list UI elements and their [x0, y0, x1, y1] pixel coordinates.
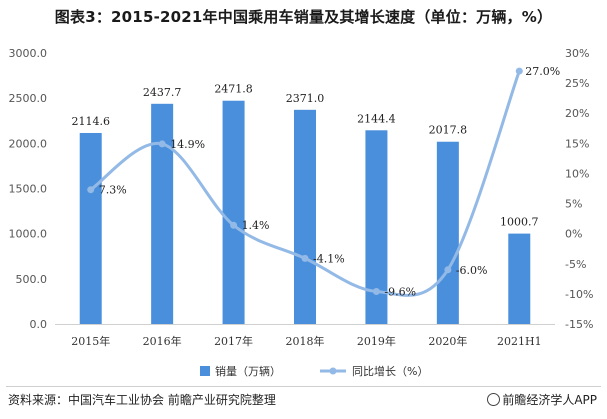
- bar-3: [294, 109, 316, 324]
- data-labels: 2114.6 2437.7 2471.8 2371.0 2144.4 2017.8 1000…: [71, 65, 560, 298]
- category-label-1: 2016年: [143, 334, 182, 348]
- brand-logo-icon: [487, 393, 501, 406]
- bar-2: [222, 100, 245, 324]
- bar-value-label-4: 2144.4: [357, 112, 396, 125]
- category-label-0: 2015年: [71, 334, 110, 348]
- right-tick-label-7: 20%: [565, 107, 589, 120]
- right-tick-label-1: -10%: [565, 288, 593, 301]
- growth-value-label-5: -6.0%: [456, 264, 488, 277]
- brand-credit: 前瞻经济学人APP: [487, 391, 597, 408]
- category-label-4: 2019年: [357, 334, 396, 348]
- footer-divider: [6, 386, 601, 387]
- right-tick-label-6: 15%: [565, 137, 589, 150]
- right-tick-label-3: 0%: [565, 228, 582, 241]
- bar-6: [508, 233, 531, 324]
- growth-point-3: [301, 254, 309, 262]
- bar-value-label-6: 1000.7: [500, 216, 539, 229]
- left-tick-label-2: 1000.0: [9, 228, 48, 241]
- axes: 0.0 500.0 1000.0 1500.0 2000.0 2500.0 3000.0 -1…: [9, 47, 594, 348]
- growth-point-4: [372, 287, 380, 295]
- growth-value-label-2: 1.4%: [242, 219, 270, 232]
- right-tick-label-4: 5%: [565, 198, 582, 211]
- growth-point-2: [230, 221, 238, 229]
- right-tick-label-8: 25%: [565, 77, 589, 90]
- category-label-6: 2021H1: [497, 335, 542, 348]
- legend-line-marker: [329, 367, 337, 375]
- growth-value-label-0: 7.3%: [99, 184, 127, 197]
- left-tick-label-5: 2500.0: [9, 92, 48, 105]
- bar-value-label-2: 2471.8: [214, 83, 253, 96]
- growth-point-5: [444, 266, 452, 274]
- left-tick-label-3: 1500.0: [9, 183, 48, 196]
- legend-line-label: 同比增长（%）: [352, 364, 428, 378]
- growth-value-label-3: -4.1%: [313, 252, 345, 265]
- source-note: 资料来源：中国汽车工业协会 前瞻产业研究院整理: [8, 393, 276, 407]
- growth-point-1: [158, 140, 166, 148]
- growth-value-label-1: 14.9%: [170, 138, 205, 151]
- category-label-5: 2020年: [428, 334, 467, 348]
- growth-point-6: [515, 67, 523, 75]
- right-tick-label-2: -5%: [565, 258, 586, 271]
- brand-name: 前瞻经济学人APP: [502, 393, 597, 407]
- left-tick-label-6: 3000.0: [9, 47, 48, 60]
- bar-4: [365, 130, 388, 324]
- sales-growth-chart: 0.0 500.0 1000.0 1500.0 2000.0 2500.0 3000.0 -1…: [9, 47, 594, 378]
- growth-value-label-4: -9.6%: [384, 285, 416, 298]
- legend-bar-label: 销量（万辆）: [215, 364, 281, 378]
- legend-bar-swatch: [200, 366, 210, 376]
- bar-value-label-1: 2437.7: [143, 86, 182, 99]
- bar-1: [151, 103, 174, 324]
- bar-0: [79, 132, 102, 324]
- left-tick-label-1: 500.0: [16, 273, 48, 286]
- growth-point-0: [87, 186, 95, 194]
- right-tick-label-5: 10%: [565, 167, 589, 180]
- bar-value-label-5: 2017.8: [429, 124, 468, 137]
- chart-title: 图表3：2015-2021年中国乘用车销量及其增长速度（单位：万辆，%）: [54, 8, 553, 26]
- right-tick-label-0: -15%: [565, 318, 593, 331]
- right-tick-label-9: 30%: [565, 47, 589, 60]
- growth-value-label-6: 27.0%: [525, 65, 560, 78]
- bar-value-label-0: 2114.6: [71, 115, 110, 128]
- category-label-3: 2018年: [286, 334, 325, 348]
- left-tick-label-4: 2000.0: [9, 137, 48, 150]
- bar-5: [436, 141, 459, 324]
- category-label-2: 2017年: [214, 334, 253, 348]
- bar-value-label-3: 2371.0: [286, 92, 325, 105]
- left-tick-label-0: 0.0: [30, 318, 48, 331]
- line-series: [87, 67, 523, 297]
- legend: 销量（万辆） 同比增长（%）: [200, 364, 428, 378]
